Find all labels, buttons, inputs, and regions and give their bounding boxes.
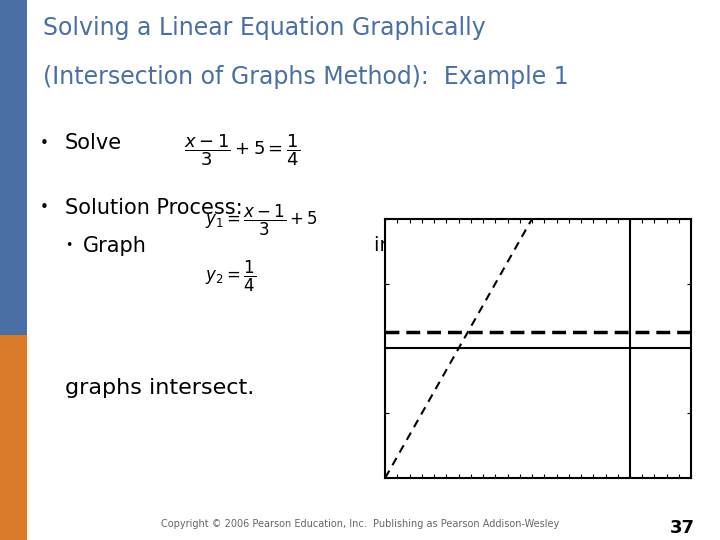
Text: Solve: Solve [65, 133, 122, 153]
Text: •: • [40, 200, 48, 215]
Text: Graph: Graph [83, 235, 147, 256]
Text: $y_2=\dfrac{1}{4}$: $y_2=\dfrac{1}{4}$ [205, 259, 256, 294]
Text: •: • [65, 239, 72, 252]
Text: Solution Process:: Solution Process: [65, 198, 243, 218]
Text: $\dfrac{x-1}{3}+5=\dfrac{1}{4}$: $\dfrac{x-1}{3}+5=\dfrac{1}{4}$ [184, 132, 300, 168]
Text: Copyright © 2006 Pearson Education, Inc.  Publishing as Pearson Addison-Wesley: Copyright © 2006 Pearson Education, Inc.… [161, 519, 559, 530]
Text: $y_1=\dfrac{x-1}{3}+5$: $y_1=\dfrac{x-1}{3}+5$ [205, 202, 318, 238]
Text: [−20, 5, 1] by [−2, 2, 1]: [−20, 5, 1] by [−2, 2, 1] [385, 305, 587, 323]
FancyBboxPatch shape [0, 0, 27, 335]
FancyBboxPatch shape [0, 335, 27, 540]
Text: 37: 37 [670, 519, 695, 537]
Text: in a window in which the: in a window in which the [374, 236, 616, 255]
Text: (Intersection of Graphs Method):  Example 1: (Intersection of Graphs Method): Example… [43, 65, 569, 89]
Text: graphs intersect.: graphs intersect. [65, 378, 254, 398]
Text: Solving a Linear Equation Graphically: Solving a Linear Equation Graphically [43, 16, 486, 40]
Text: •: • [40, 136, 48, 151]
